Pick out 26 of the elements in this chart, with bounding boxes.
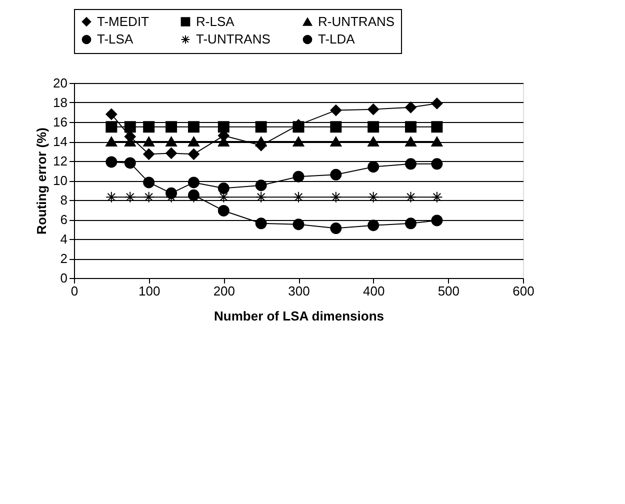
x-tick-label: 200 [213, 284, 236, 298]
legend-label: T-MEDIT [97, 14, 150, 29]
y-tick-label: 10 [53, 173, 68, 188]
y-tick-label: 14 [53, 134, 68, 149]
legend-label: R-LSA [196, 14, 235, 29]
y-tick-label: 0 [60, 270, 68, 286]
y-tick-label: 20 [53, 76, 68, 90]
y-tick-label: 2 [60, 251, 68, 266]
x-tick-label: 0 [70, 284, 78, 298]
y-tick-label: 8 [60, 192, 68, 208]
x-tick-label: 600 [512, 284, 534, 298]
y-axis-title: Routing error (%) [34, 128, 50, 234]
y-tick-label: 18 [53, 95, 68, 110]
x-axis-title: Number of LSA dimensions [214, 308, 384, 324]
y-tick-label: 12 [53, 154, 68, 168]
x-tick-label: 300 [288, 284, 310, 298]
legend-label: T-UNTRANS [196, 32, 271, 46]
legend-label: T-LDA [318, 32, 356, 46]
y-tick-label: 6 [60, 212, 68, 227]
x-tick-label: 100 [138, 284, 160, 298]
x-tick-label: 500 [438, 284, 460, 298]
y-tick-label: 16 [53, 114, 68, 130]
legend-label: R-UNTRANS [318, 14, 395, 29]
y-tick-label: 4 [60, 232, 68, 246]
legend-label: T-LSA [97, 32, 134, 46]
x-tick-label: 400 [362, 284, 385, 298]
